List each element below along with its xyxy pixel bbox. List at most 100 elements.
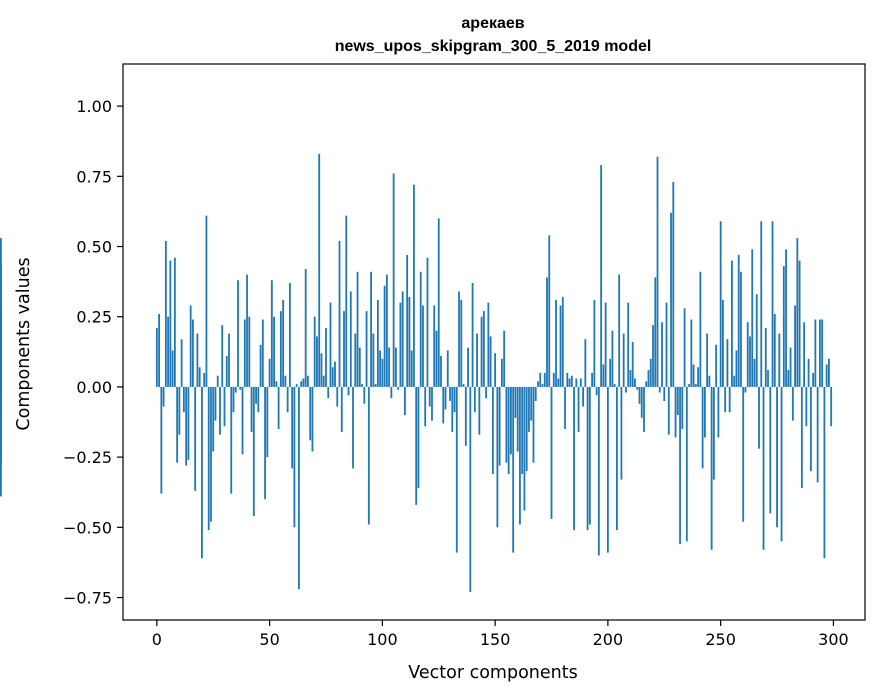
bar-177 [555, 299, 557, 387]
bar-102 [385, 274, 388, 387]
bar-71 [316, 336, 318, 387]
bar-237 [690, 319, 693, 387]
x-tick-label: 100 [367, 630, 398, 649]
bar-146 [485, 386, 487, 399]
bar-112 [408, 297, 411, 387]
bar-126 [440, 356, 442, 387]
bar-6 [169, 260, 172, 387]
bar-193 [591, 372, 593, 387]
bar-83 [343, 311, 345, 387]
bar-206 [620, 386, 623, 480]
bar-133 [455, 386, 458, 553]
bar-91 [361, 384, 363, 387]
bar-94 [367, 386, 370, 525]
bar-115 [415, 386, 418, 505]
bar-81 [338, 240, 341, 387]
bar-53 [275, 381, 278, 387]
bar-132 [453, 386, 456, 413]
bar-87 [352, 386, 354, 469]
bar-62 [295, 384, 298, 387]
bar-142 [476, 333, 478, 387]
bar-20 [201, 386, 203, 559]
bar-210 [629, 370, 632, 387]
bar-187 [577, 386, 580, 432]
bar-250 [719, 221, 722, 387]
bar-160 [516, 386, 519, 452]
bar-66 [304, 268, 307, 387]
bar-248 [715, 344, 718, 387]
y-tick-label: 1.00 [76, 97, 112, 116]
bar-22 [205, 215, 208, 387]
bar-72 [318, 153, 321, 387]
bar-17 [194, 386, 197, 491]
bar-156 [507, 386, 510, 474]
bar-45 [257, 386, 260, 413]
bar-82 [340, 386, 343, 432]
bar-104 [390, 386, 393, 399]
bar-182 [566, 372, 569, 387]
bar-199 [604, 302, 607, 387]
bar-198 [602, 364, 605, 387]
y-tick-label: −0.25 [63, 448, 112, 467]
bar-154 [503, 330, 506, 387]
bar-191 [586, 386, 589, 531]
bar-209 [627, 302, 630, 387]
bar-231 [676, 386, 679, 416]
bar-101 [383, 285, 386, 387]
bar-249 [717, 386, 720, 438]
bar-173 [546, 277, 548, 387]
bar-168 [534, 386, 537, 401]
bar-299 [830, 386, 833, 427]
bar-121 [428, 386, 431, 407]
bar-284 [796, 238, 799, 387]
bar-259 [740, 271, 742, 387]
bar-263 [749, 336, 751, 387]
bar-255 [731, 260, 733, 387]
bar-58 [286, 386, 289, 413]
bar-21 [203, 372, 206, 387]
bar-267 [758, 386, 760, 449]
bar-269 [762, 386, 765, 550]
bar-116 [417, 386, 420, 489]
bar-98 [376, 299, 379, 387]
bar-60 [291, 386, 294, 469]
bar-86 [349, 291, 352, 387]
bar-28 [219, 386, 221, 435]
bar-3 [162, 386, 165, 407]
bar-283 [794, 305, 796, 387]
bar-164 [525, 386, 528, 472]
bar-169 [537, 381, 539, 387]
bar-47 [261, 319, 264, 387]
bar-297 [825, 364, 828, 387]
bar-221 [654, 277, 657, 387]
bar-42 [250, 386, 253, 432]
bar-128 [444, 386, 447, 410]
bar-56 [282, 299, 285, 387]
bar-134 [458, 291, 460, 387]
bar-203 [613, 384, 616, 387]
bar-228 [670, 212, 672, 387]
bar-74 [322, 375, 325, 387]
bar-208 [625, 386, 627, 393]
bar-238 [692, 364, 695, 387]
bar-288 [805, 386, 808, 427]
bar-163 [523, 386, 526, 511]
bar-279 [785, 249, 787, 387]
bar-95 [370, 271, 372, 387]
bar-289 [807, 358, 810, 387]
bar-undefined [0, 288, 2, 387]
bar-24 [210, 386, 212, 522]
bar-12 [182, 386, 185, 413]
bar-195 [595, 386, 598, 396]
bar-165 [528, 386, 530, 432]
bar-10 [178, 386, 181, 435]
bar-185 [573, 386, 575, 531]
bar-236 [688, 384, 690, 387]
bar-192 [588, 386, 591, 525]
bar-257 [735, 350, 738, 387]
bar-224 [661, 322, 663, 387]
bar-131 [451, 386, 454, 432]
bar-59 [288, 283, 291, 387]
bar-282 [791, 386, 794, 421]
